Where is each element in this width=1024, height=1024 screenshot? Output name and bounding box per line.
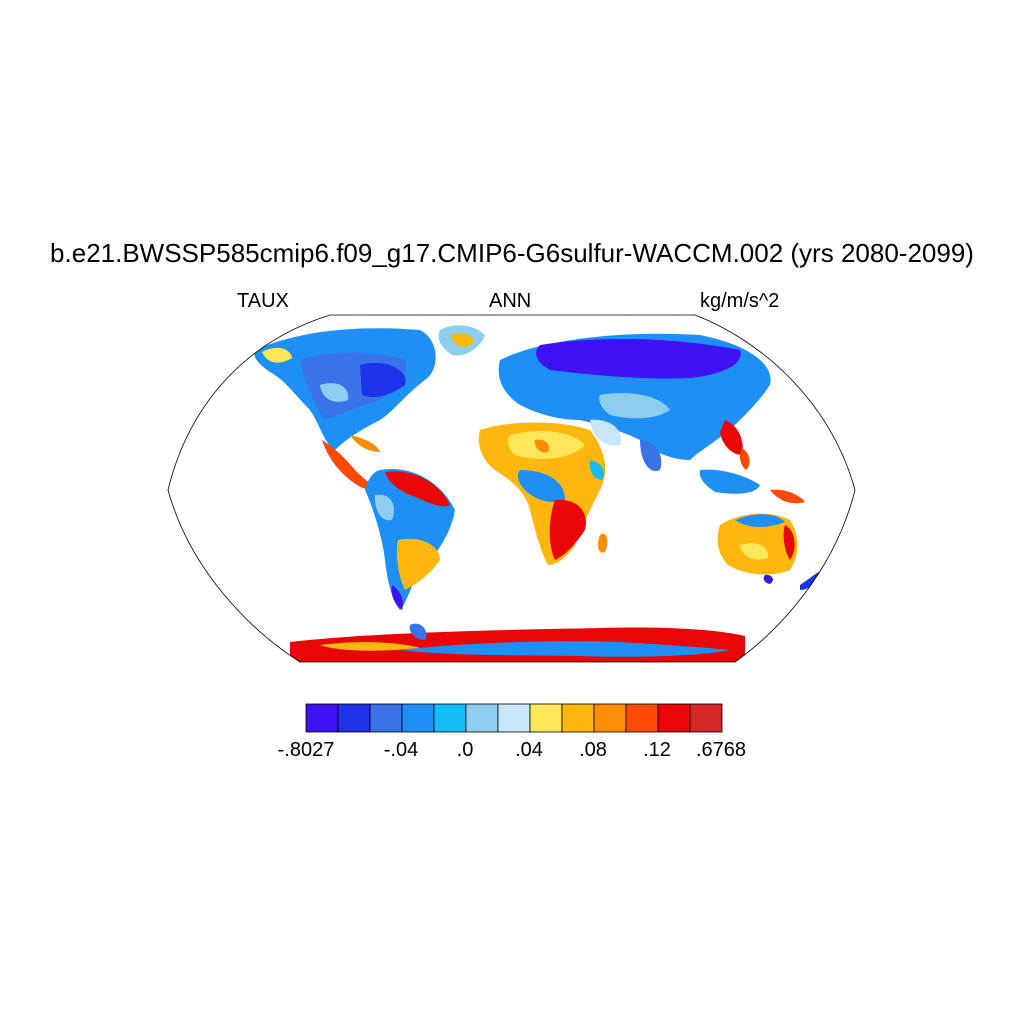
colorbar-swatch (625, 703, 659, 733)
colorbar-tick-label: -.04 (383, 739, 419, 761)
greenland-core (450, 332, 474, 347)
colorbar-swatch (433, 703, 467, 733)
new-guinea-region (770, 489, 805, 504)
australia-east-coast (783, 525, 795, 560)
siberia-core (536, 338, 741, 379)
colorbar-swatch (657, 703, 691, 733)
units-label: kg/m/s^2 (700, 290, 780, 312)
plot-title: b.e21.BWSSP585cmip6.f09_g17.CMIP6-G6sulf… (50, 238, 974, 268)
east-asia-coast (720, 420, 743, 455)
middle-east (590, 419, 621, 446)
north-america-east (360, 362, 406, 397)
colorbar-swatch (593, 703, 627, 733)
colorbar-swatch (689, 703, 723, 733)
caribbean-region (350, 435, 380, 452)
central-america-region (322, 440, 380, 491)
indonesia-region (699, 469, 760, 494)
madagascar (597, 533, 608, 553)
philippines-region (739, 448, 750, 470)
north-america-great-plains (320, 383, 349, 402)
colorbar-swatch (529, 703, 563, 733)
antarctica-peninsula (409, 623, 427, 640)
colorbar-tick-label: .6768 (695, 739, 747, 761)
variable-label: TAUX (237, 290, 289, 312)
colorbar-swatch (369, 703, 403, 733)
colorbar-tick-label: .0 (456, 739, 474, 761)
southern-africa (549, 499, 586, 560)
season-label: ANN (489, 290, 532, 312)
central-asia (599, 393, 670, 419)
colorbar-tick-label: .04 (515, 739, 543, 761)
colorbar-swatch (497, 703, 531, 733)
horn-of-africa (589, 460, 605, 480)
south-america-center (374, 494, 395, 521)
colorbar-swatch (465, 703, 499, 733)
south-america-tip (391, 585, 403, 610)
colorbar-tick-label: .08 (579, 739, 607, 761)
colorbar-swatch (305, 703, 339, 733)
colorbar-swatch (401, 703, 435, 733)
colorbar-swatch (561, 703, 595, 733)
sahara-spots (534, 439, 550, 453)
central-africa (517, 470, 565, 502)
south-america-north (385, 471, 450, 507)
colorbar-tick-label: -.8027 (277, 739, 335, 761)
colorbar (305, 703, 723, 733)
projection-outline (167, 314, 856, 663)
tasmania (763, 574, 773, 584)
australia-north (735, 514, 785, 527)
colorbar-tick-label: .12 (643, 739, 671, 761)
land-fields (254, 325, 828, 662)
new-zealand-region (800, 569, 828, 590)
south-america-south (396, 538, 440, 590)
antarctica-blue-band (400, 641, 730, 657)
colorbar-swatch (337, 703, 371, 733)
antarctica-warm-band (320, 642, 420, 651)
australia-core (740, 543, 769, 560)
north-america-west (262, 347, 292, 363)
south-asia (640, 440, 662, 472)
